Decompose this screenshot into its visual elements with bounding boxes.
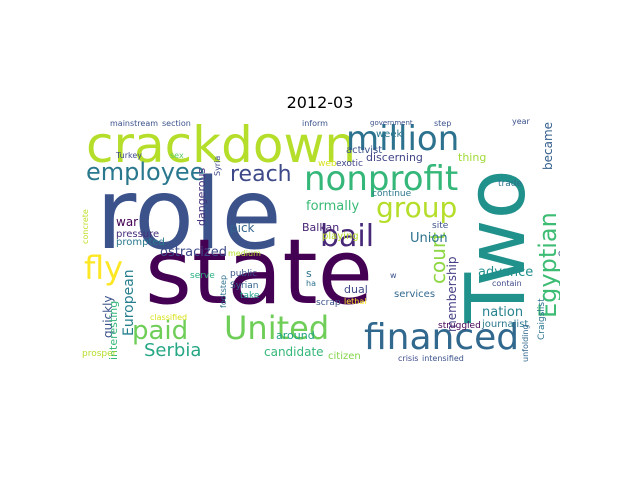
word-thing: thing xyxy=(458,151,487,164)
word-cloud: role state Two crackdown million nonprof… xyxy=(80,116,560,368)
word-contain: contain xyxy=(492,279,522,288)
word-role: role xyxy=(96,158,282,272)
figure-title: 2012-03 xyxy=(286,93,354,112)
word-pick: pick xyxy=(230,221,255,235)
word-site: site xyxy=(432,221,449,231)
word-paid: paid xyxy=(132,316,189,346)
word-public: public xyxy=(230,269,258,279)
word-scrap: scrap xyxy=(316,298,341,308)
word-dual: dual xyxy=(344,283,368,296)
word-pressure: pressure xyxy=(116,229,160,240)
word-org: org xyxy=(558,250,560,259)
word-medium: medium xyxy=(228,249,261,258)
word-syria: Syria xyxy=(213,155,222,176)
word-w: w xyxy=(390,271,397,280)
word-reach: reach xyxy=(230,162,292,187)
word-lethal: lethal xyxy=(344,297,367,306)
word-ostracized: ostracized xyxy=(160,245,227,260)
word-bail: bail xyxy=(320,219,375,254)
word-concrete: concrete xyxy=(81,209,90,244)
word-european: European xyxy=(121,269,137,336)
word-classified: classified xyxy=(150,313,188,322)
word-serve: serve xyxy=(190,271,215,281)
word-journalist: journalist xyxy=(482,319,529,330)
word-week: week xyxy=(376,129,403,140)
word-struggled: struggled xyxy=(438,321,481,331)
word-million: million xyxy=(346,119,460,159)
word-step: step xyxy=(434,119,452,128)
word-state: state xyxy=(145,220,373,325)
word-dangerous: dangerous xyxy=(195,167,208,226)
word-s: s xyxy=(306,267,312,280)
word-activist: activist xyxy=(346,145,383,156)
word-nonprofit: nonprofit xyxy=(304,159,459,199)
word-government: government xyxy=(370,119,413,127)
word-section: section xyxy=(162,119,191,128)
word-employee: employee xyxy=(86,158,205,186)
word-inform: inform xyxy=(302,119,328,128)
word-citizen: citizen xyxy=(328,351,361,362)
word-united: United xyxy=(224,309,330,347)
word-war: war xyxy=(116,215,139,229)
word-fly: fly xyxy=(84,249,124,287)
word-services: services xyxy=(394,289,436,300)
word-intensified: intensified xyxy=(422,354,464,363)
word-craigslist: Craigslist xyxy=(537,298,547,340)
word-union: Union xyxy=(410,231,448,246)
word-take: take xyxy=(240,291,260,301)
word-serbia: Serbia xyxy=(144,340,202,361)
word-group: group xyxy=(376,191,458,224)
word-trade: trade xyxy=(498,179,522,189)
word-balkan: Balkan xyxy=(302,221,340,234)
word-discerning: discerning xyxy=(366,151,423,164)
word-unfolding: unfolding xyxy=(521,324,530,362)
word-candidate: candidate xyxy=(264,345,324,359)
word-around: around xyxy=(276,329,315,342)
word-ha: ha xyxy=(306,279,316,288)
word-advance: advance xyxy=(478,265,534,280)
word-crisis: crisis xyxy=(398,354,419,363)
word-nation: nation xyxy=(482,305,524,320)
word-turkey: Turkey xyxy=(116,151,143,160)
word-sex: sex xyxy=(170,151,184,160)
word-formally: formally xyxy=(306,199,360,214)
word-crackdown: crackdown xyxy=(86,116,357,174)
word-financed: financed xyxy=(364,317,520,358)
word-prompted: prompted xyxy=(116,237,165,248)
word-mainstream: mainstream xyxy=(110,119,159,128)
word-became: became xyxy=(541,121,555,170)
word-two: Two xyxy=(449,169,544,323)
word-exotic: exotic xyxy=(336,159,363,169)
word-continue: continue xyxy=(372,189,412,199)
word-prosper: prosper xyxy=(82,349,117,359)
word-playing: playing xyxy=(322,231,359,242)
word-year: year xyxy=(512,117,530,126)
word-footstep: footstep xyxy=(219,274,228,308)
word-web: web xyxy=(318,159,337,169)
word-syrian: Syrian xyxy=(230,281,259,291)
